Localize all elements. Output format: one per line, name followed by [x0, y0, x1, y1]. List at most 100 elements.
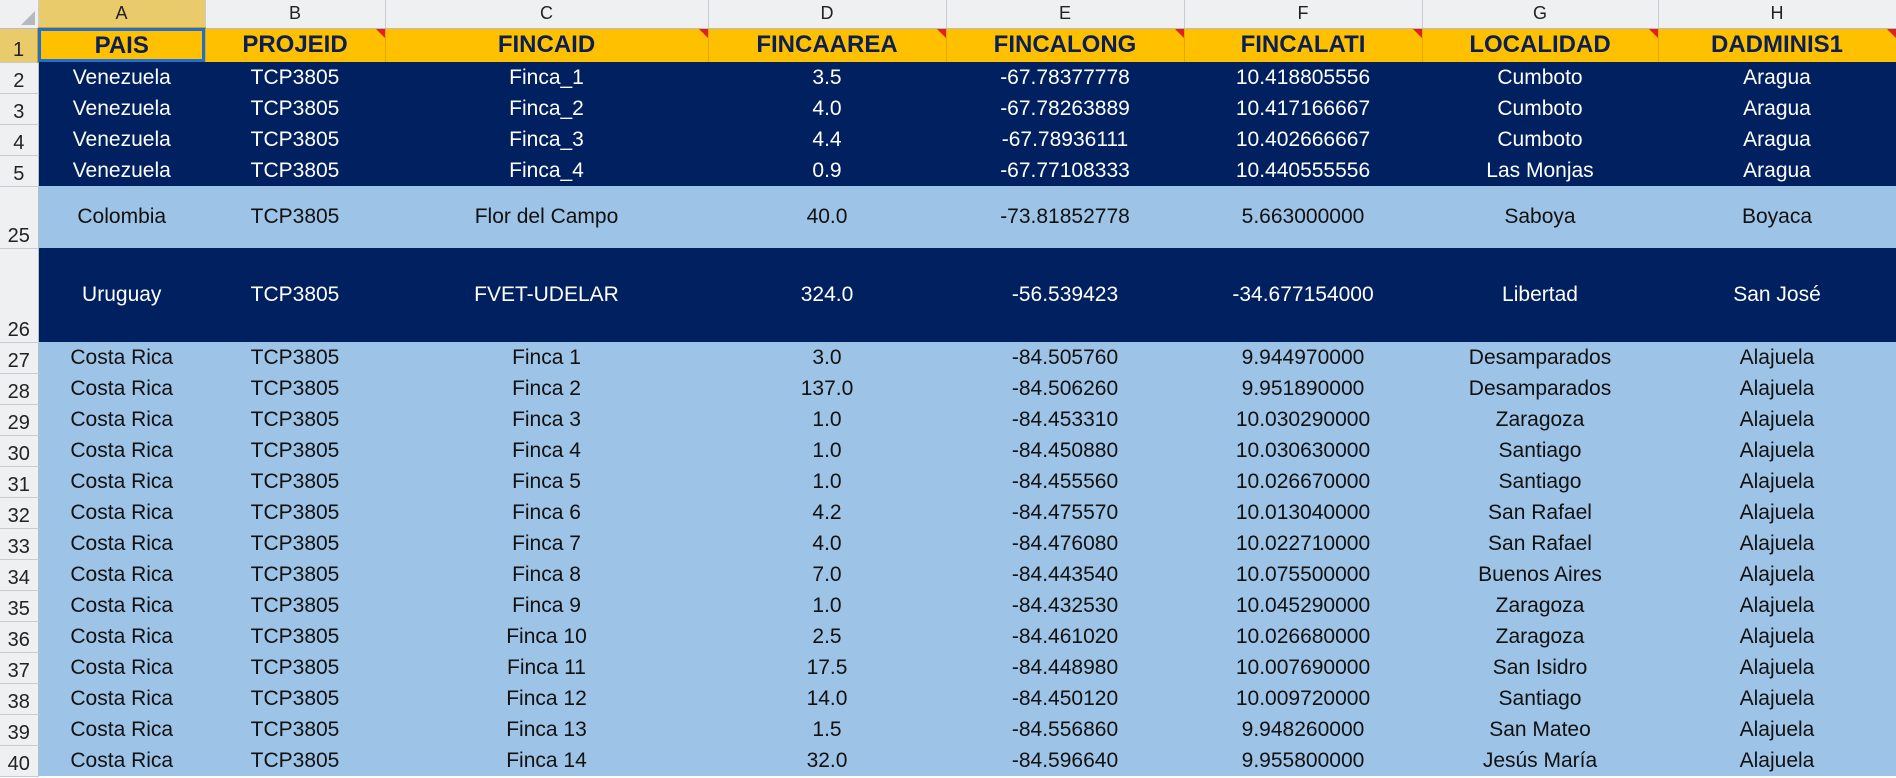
cell-fincaid[interactable]: Finca 7 [385, 528, 708, 559]
cell-pais[interactable]: Costa Rica [38, 373, 205, 404]
cell-localidad[interactable]: San Isidro [1422, 652, 1658, 683]
cell-fincaarea[interactable]: 1.0 [708, 590, 946, 621]
cell-fincalong[interactable]: -84.443540 [946, 559, 1184, 590]
cell-pais[interactable]: Costa Rica [38, 497, 205, 528]
cell-dadminis1[interactable]: Aragua [1658, 155, 1896, 186]
cell-fincaarea[interactable]: 137.0 [708, 373, 946, 404]
row-header[interactable]: 29 [0, 404, 39, 436]
cell-fincalong[interactable]: -84.455560 [946, 466, 1184, 497]
cell-localidad[interactable]: San Rafael [1422, 497, 1658, 528]
cell-dadminis1[interactable]: Aragua [1658, 93, 1896, 124]
cell-dadminis1[interactable]: Alajuela [1658, 466, 1896, 497]
cell-projeid[interactable]: TCP3805 [205, 714, 385, 745]
row-header[interactable]: 2 [0, 62, 39, 94]
cell-fincaarea[interactable]: 1.0 [708, 466, 946, 497]
cell-pais[interactable]: Costa Rica [38, 342, 205, 373]
cell-fincaarea[interactable]: 4.4 [708, 124, 946, 155]
cell-dadminis1[interactable]: Alajuela [1658, 559, 1896, 590]
row-header[interactable]: 33 [0, 528, 39, 560]
cell-localidad[interactable]: Desamparados [1422, 373, 1658, 404]
cell-fincalong[interactable]: -84.450120 [946, 683, 1184, 714]
cell-fincalong[interactable]: -84.450880 [946, 435, 1184, 466]
cell-fincalong[interactable]: -84.506260 [946, 373, 1184, 404]
header-cell-fincalong[interactable]: FINCALONG [946, 28, 1185, 62]
cell-localidad[interactable]: Libertad [1422, 248, 1658, 342]
header-cell-pais[interactable]: PAIS [38, 28, 206, 62]
cell-fincalati[interactable]: 10.075500000 [1184, 559, 1422, 590]
cell-localidad[interactable]: Santiago [1422, 683, 1658, 714]
header-cell-fincalati[interactable]: FINCALATI [1184, 28, 1423, 62]
row-header[interactable]: 34 [0, 559, 39, 591]
comment-indicator-icon[interactable] [375, 28, 384, 38]
cell-fincaarea[interactable]: 3.0 [708, 342, 946, 373]
column-header-g[interactable]: G [1422, 0, 1659, 29]
cell-fincalong[interactable]: -84.448980 [946, 652, 1184, 683]
row-header[interactable]: 36 [0, 621, 39, 653]
cell-dadminis1[interactable]: Alajuela [1658, 590, 1896, 621]
cell-pais[interactable]: Colombia [38, 186, 205, 248]
cell-pais[interactable]: Uruguay [38, 248, 205, 342]
cell-fincalong[interactable]: -67.78936111 [946, 124, 1184, 155]
cell-fincaarea[interactable]: 2.5 [708, 621, 946, 652]
cell-projeid[interactable]: TCP3805 [205, 373, 385, 404]
cell-projeid[interactable]: TCP3805 [205, 435, 385, 466]
cell-fincalong[interactable]: -84.453310 [946, 404, 1184, 435]
cell-pais[interactable]: Venezuela [38, 124, 205, 155]
row-header[interactable]: 26 [0, 248, 39, 343]
row-header[interactable]: 3 [0, 93, 39, 125]
column-header-e[interactable]: E [946, 0, 1185, 29]
cell-fincaarea[interactable]: 32.0 [708, 745, 946, 776]
cell-fincalati[interactable]: -34.677154000 [1184, 248, 1422, 342]
cell-fincalati[interactable]: 5.663000000 [1184, 186, 1422, 248]
cell-pais[interactable]: Costa Rica [38, 559, 205, 590]
cell-fincalong[interactable]: -84.476080 [946, 528, 1184, 559]
cell-fincalati[interactable]: 10.009720000 [1184, 683, 1422, 714]
column-header-a[interactable]: A [38, 0, 206, 29]
cell-fincaid[interactable]: Finca 3 [385, 404, 708, 435]
cell-fincalong[interactable]: -67.77108333 [946, 155, 1184, 186]
cell-fincalati[interactable]: 9.955800000 [1184, 745, 1422, 776]
cell-projeid[interactable]: TCP3805 [205, 248, 385, 342]
cell-fincaid[interactable]: Finca 13 [385, 714, 708, 745]
cell-fincaarea[interactable]: 4.0 [708, 528, 946, 559]
cell-fincaid[interactable]: Finca_3 [385, 124, 708, 155]
cell-projeid[interactable]: TCP3805 [205, 62, 385, 93]
cell-fincaarea[interactable]: 4.0 [708, 93, 946, 124]
cell-fincalong[interactable]: -84.432530 [946, 590, 1184, 621]
cell-dadminis1[interactable]: Alajuela [1658, 745, 1896, 776]
cell-fincaid[interactable]: Finca 8 [385, 559, 708, 590]
cell-fincalati[interactable]: 10.030290000 [1184, 404, 1422, 435]
column-header-b[interactable]: B [205, 0, 386, 29]
cell-fincalati[interactable]: 9.948260000 [1184, 714, 1422, 745]
cell-projeid[interactable]: TCP3805 [205, 559, 385, 590]
column-header-d[interactable]: D [708, 0, 947, 29]
column-header-c[interactable]: C [385, 0, 709, 29]
comment-indicator-icon[interactable] [1886, 28, 1895, 38]
cell-fincaid[interactable]: Finca 12 [385, 683, 708, 714]
cell-fincaid[interactable]: Finca 11 [385, 652, 708, 683]
cell-fincaid[interactable]: Finca 14 [385, 745, 708, 776]
cell-fincalati[interactable]: 10.417166667 [1184, 93, 1422, 124]
cell-pais[interactable]: Venezuela [38, 155, 205, 186]
cell-dadminis1[interactable]: Alajuela [1658, 652, 1896, 683]
cell-fincaid[interactable]: Flor del Campo [385, 186, 708, 248]
cell-fincaid[interactable]: Finca_1 [385, 62, 708, 93]
cell-localidad[interactable]: Cumboto [1422, 93, 1658, 124]
header-cell-fincaarea[interactable]: FINCAAREA [708, 28, 947, 62]
cell-fincalati[interactable]: 10.026680000 [1184, 621, 1422, 652]
row-header[interactable]: 40 [0, 745, 39, 777]
cell-fincaid[interactable]: Finca_2 [385, 93, 708, 124]
cell-projeid[interactable]: TCP3805 [205, 342, 385, 373]
cell-localidad[interactable]: Las Monjas [1422, 155, 1658, 186]
header-cell-localidad[interactable]: LOCALIDAD [1422, 28, 1659, 62]
cell-fincaid[interactable]: Finca_4 [385, 155, 708, 186]
cell-localidad[interactable]: Santiago [1422, 435, 1658, 466]
row-header[interactable]: 30 [0, 435, 39, 467]
cell-fincaarea[interactable]: 40.0 [708, 186, 946, 248]
comment-indicator-icon[interactable] [698, 28, 707, 38]
cell-pais[interactable]: Costa Rica [38, 590, 205, 621]
cell-fincalati[interactable]: 10.013040000 [1184, 497, 1422, 528]
comment-indicator-icon[interactable] [936, 28, 945, 38]
cell-fincalong[interactable]: -84.505760 [946, 342, 1184, 373]
cell-fincalong[interactable]: -84.475570 [946, 497, 1184, 528]
